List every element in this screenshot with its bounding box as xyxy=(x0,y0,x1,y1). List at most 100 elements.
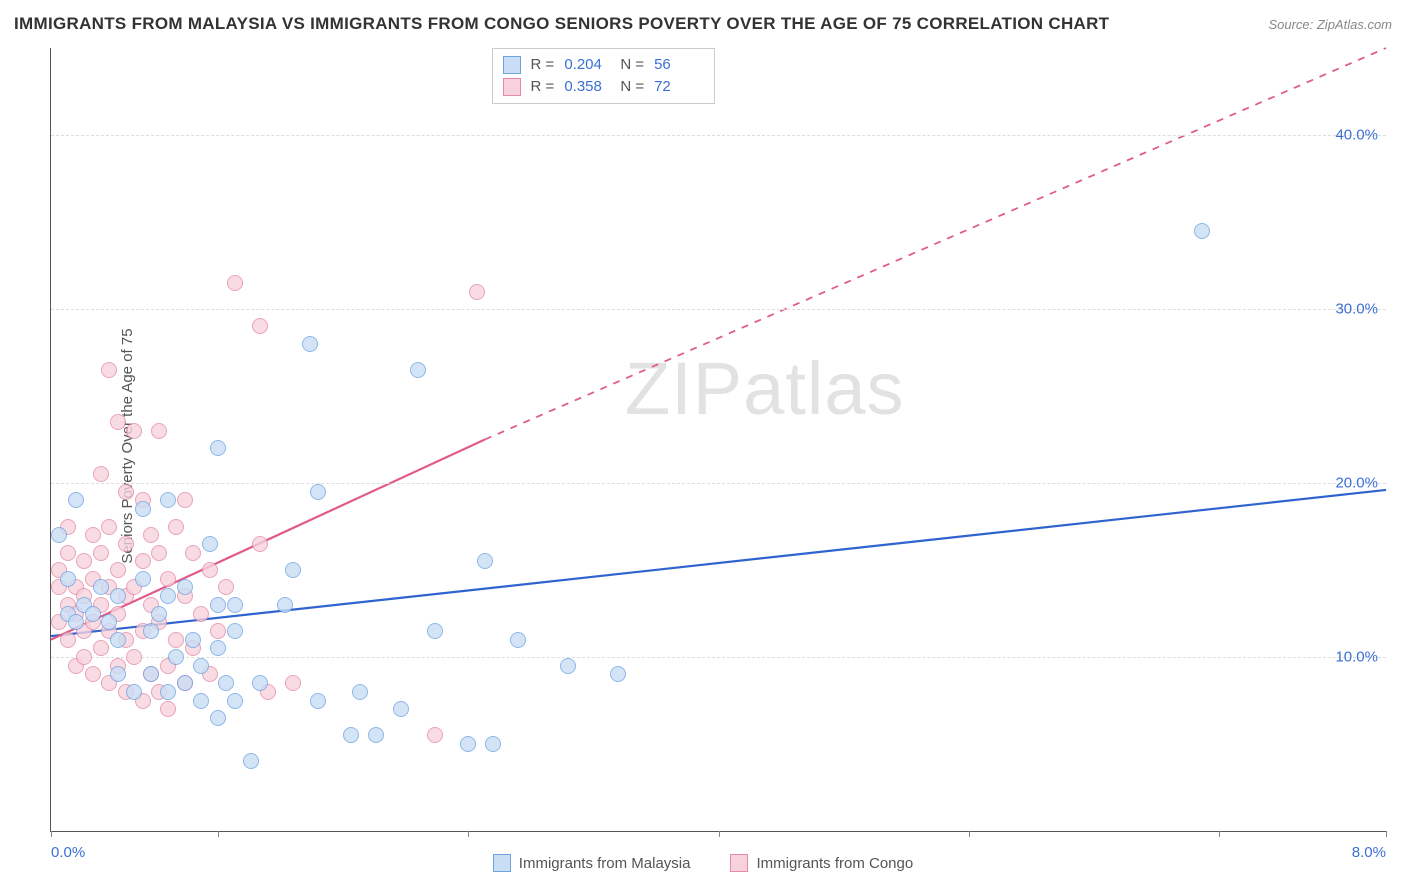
x-tick xyxy=(218,831,219,837)
stats-legend: R = 0.204 N = 56R = 0.358 N = 72 xyxy=(492,48,716,104)
data-point-congo xyxy=(185,545,201,561)
data-point-malaysia xyxy=(68,614,84,630)
stat-r-value: 0.204 xyxy=(564,54,610,76)
data-point-malaysia xyxy=(310,484,326,500)
data-point-congo xyxy=(101,519,117,535)
data-point-congo xyxy=(135,553,151,569)
data-point-congo xyxy=(252,318,268,334)
data-point-malaysia xyxy=(160,492,176,508)
legend-item-congo: Immigrants from Congo xyxy=(730,854,913,872)
trend-line-dash-congo xyxy=(485,48,1386,440)
data-point-congo xyxy=(85,527,101,543)
data-point-congo xyxy=(126,423,142,439)
data-point-congo xyxy=(93,466,109,482)
x-tick xyxy=(1386,831,1387,837)
data-point-malaysia xyxy=(202,536,218,552)
trend-lines-layer xyxy=(51,48,1386,831)
data-point-congo xyxy=(101,362,117,378)
data-point-malaysia xyxy=(218,675,234,691)
data-point-congo xyxy=(168,632,184,648)
swatch-malaysia xyxy=(493,854,511,872)
data-point-congo xyxy=(160,571,176,587)
data-point-malaysia xyxy=(227,693,243,709)
data-point-malaysia xyxy=(160,588,176,604)
data-point-congo xyxy=(110,414,126,430)
data-point-malaysia xyxy=(68,492,84,508)
data-point-malaysia xyxy=(427,623,443,639)
data-point-malaysia xyxy=(177,579,193,595)
legend-label: Immigrants from Congo xyxy=(756,855,913,872)
data-point-malaysia xyxy=(110,588,126,604)
scatter-plot-area: ZIPatlas R = 0.204 N = 56R = 0.358 N = 72 10.0… xyxy=(50,48,1386,832)
data-point-congo xyxy=(60,545,76,561)
data-point-malaysia xyxy=(151,606,167,622)
data-point-malaysia xyxy=(210,440,226,456)
data-point-malaysia xyxy=(85,606,101,622)
swatch-congo xyxy=(503,78,521,96)
stat-r-value: 0.358 xyxy=(564,76,610,98)
data-point-malaysia xyxy=(168,649,184,665)
stat-n-label: N = xyxy=(620,76,644,98)
data-point-malaysia xyxy=(510,632,526,648)
data-point-malaysia xyxy=(143,666,159,682)
data-point-malaysia xyxy=(252,675,268,691)
data-point-malaysia xyxy=(227,597,243,613)
data-point-malaysia xyxy=(277,597,293,613)
data-point-malaysia xyxy=(135,571,151,587)
stat-r-label: R = xyxy=(531,76,555,98)
data-point-congo xyxy=(202,562,218,578)
data-point-congo xyxy=(60,632,76,648)
data-point-malaysia xyxy=(460,736,476,752)
data-point-malaysia xyxy=(51,527,67,543)
data-point-malaysia xyxy=(560,658,576,674)
data-point-malaysia xyxy=(343,727,359,743)
swatch-congo xyxy=(730,854,748,872)
data-point-congo xyxy=(227,275,243,291)
data-point-malaysia xyxy=(485,736,501,752)
data-point-congo xyxy=(151,423,167,439)
data-point-congo xyxy=(285,675,301,691)
data-point-congo xyxy=(93,545,109,561)
data-point-congo xyxy=(126,649,142,665)
data-point-malaysia xyxy=(227,623,243,639)
data-point-malaysia xyxy=(110,632,126,648)
data-point-malaysia xyxy=(310,693,326,709)
data-point-malaysia xyxy=(177,675,193,691)
x-tick xyxy=(1219,831,1220,837)
data-point-congo xyxy=(469,284,485,300)
data-point-malaysia xyxy=(185,632,201,648)
y-tick-label: 10.0% xyxy=(1335,649,1378,666)
data-point-congo xyxy=(151,545,167,561)
data-point-malaysia xyxy=(210,710,226,726)
data-point-malaysia xyxy=(126,684,142,700)
data-point-malaysia xyxy=(143,623,159,639)
stat-n-value: 56 xyxy=(654,54,700,76)
data-point-congo xyxy=(143,527,159,543)
stats-row-congo: R = 0.358 N = 72 xyxy=(503,76,701,98)
data-point-congo xyxy=(85,666,101,682)
data-point-malaysia xyxy=(193,658,209,674)
data-point-malaysia xyxy=(210,597,226,613)
data-point-congo xyxy=(168,519,184,535)
watermark: ZIPatlas xyxy=(625,346,904,431)
stat-n-label: N = xyxy=(620,54,644,76)
x-tick xyxy=(51,831,52,837)
data-point-malaysia xyxy=(410,362,426,378)
chart-title: IMMIGRANTS FROM MALAYSIA VS IMMIGRANTS F… xyxy=(14,14,1109,34)
data-point-malaysia xyxy=(193,693,209,709)
stat-n-value: 72 xyxy=(654,76,700,98)
y-tick-label: 40.0% xyxy=(1335,127,1378,144)
data-point-malaysia xyxy=(393,701,409,717)
data-point-congo xyxy=(193,606,209,622)
data-point-malaysia xyxy=(110,666,126,682)
data-point-congo xyxy=(252,536,268,552)
data-point-congo xyxy=(76,553,92,569)
data-point-malaysia xyxy=(135,501,151,517)
data-point-congo xyxy=(160,701,176,717)
stats-row-malaysia: R =0.204N =56 xyxy=(503,54,701,76)
data-point-malaysia xyxy=(243,753,259,769)
data-point-congo xyxy=(76,649,92,665)
y-tick-label: 30.0% xyxy=(1335,301,1378,318)
gridline-horizontal xyxy=(51,135,1386,136)
data-point-malaysia xyxy=(477,553,493,569)
